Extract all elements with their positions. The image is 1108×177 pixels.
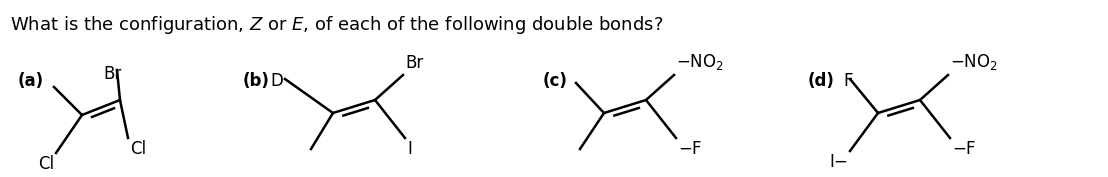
Text: (a): (a) [18, 72, 44, 90]
Text: D: D [270, 72, 283, 90]
Text: Cl: Cl [130, 140, 146, 158]
Text: (d): (d) [808, 72, 834, 90]
Text: $-$F: $-$F [678, 140, 702, 158]
Text: Cl: Cl [38, 155, 54, 173]
Text: What is the configuration, $\it{Z}$ or $\it{E}$, of each of the following double: What is the configuration, $\it{Z}$ or $… [10, 14, 664, 36]
Text: Br: Br [406, 54, 423, 72]
Text: (b): (b) [243, 72, 270, 90]
Text: Br: Br [103, 65, 121, 83]
Text: (c): (c) [543, 72, 568, 90]
Text: I$-$: I$-$ [829, 153, 848, 171]
Text: $-$NO$_2$: $-$NO$_2$ [676, 52, 724, 72]
Text: F: F [843, 72, 852, 90]
Text: I: I [407, 140, 412, 158]
Text: $-$NO$_2$: $-$NO$_2$ [950, 52, 998, 72]
Text: $-$F: $-$F [952, 140, 976, 158]
